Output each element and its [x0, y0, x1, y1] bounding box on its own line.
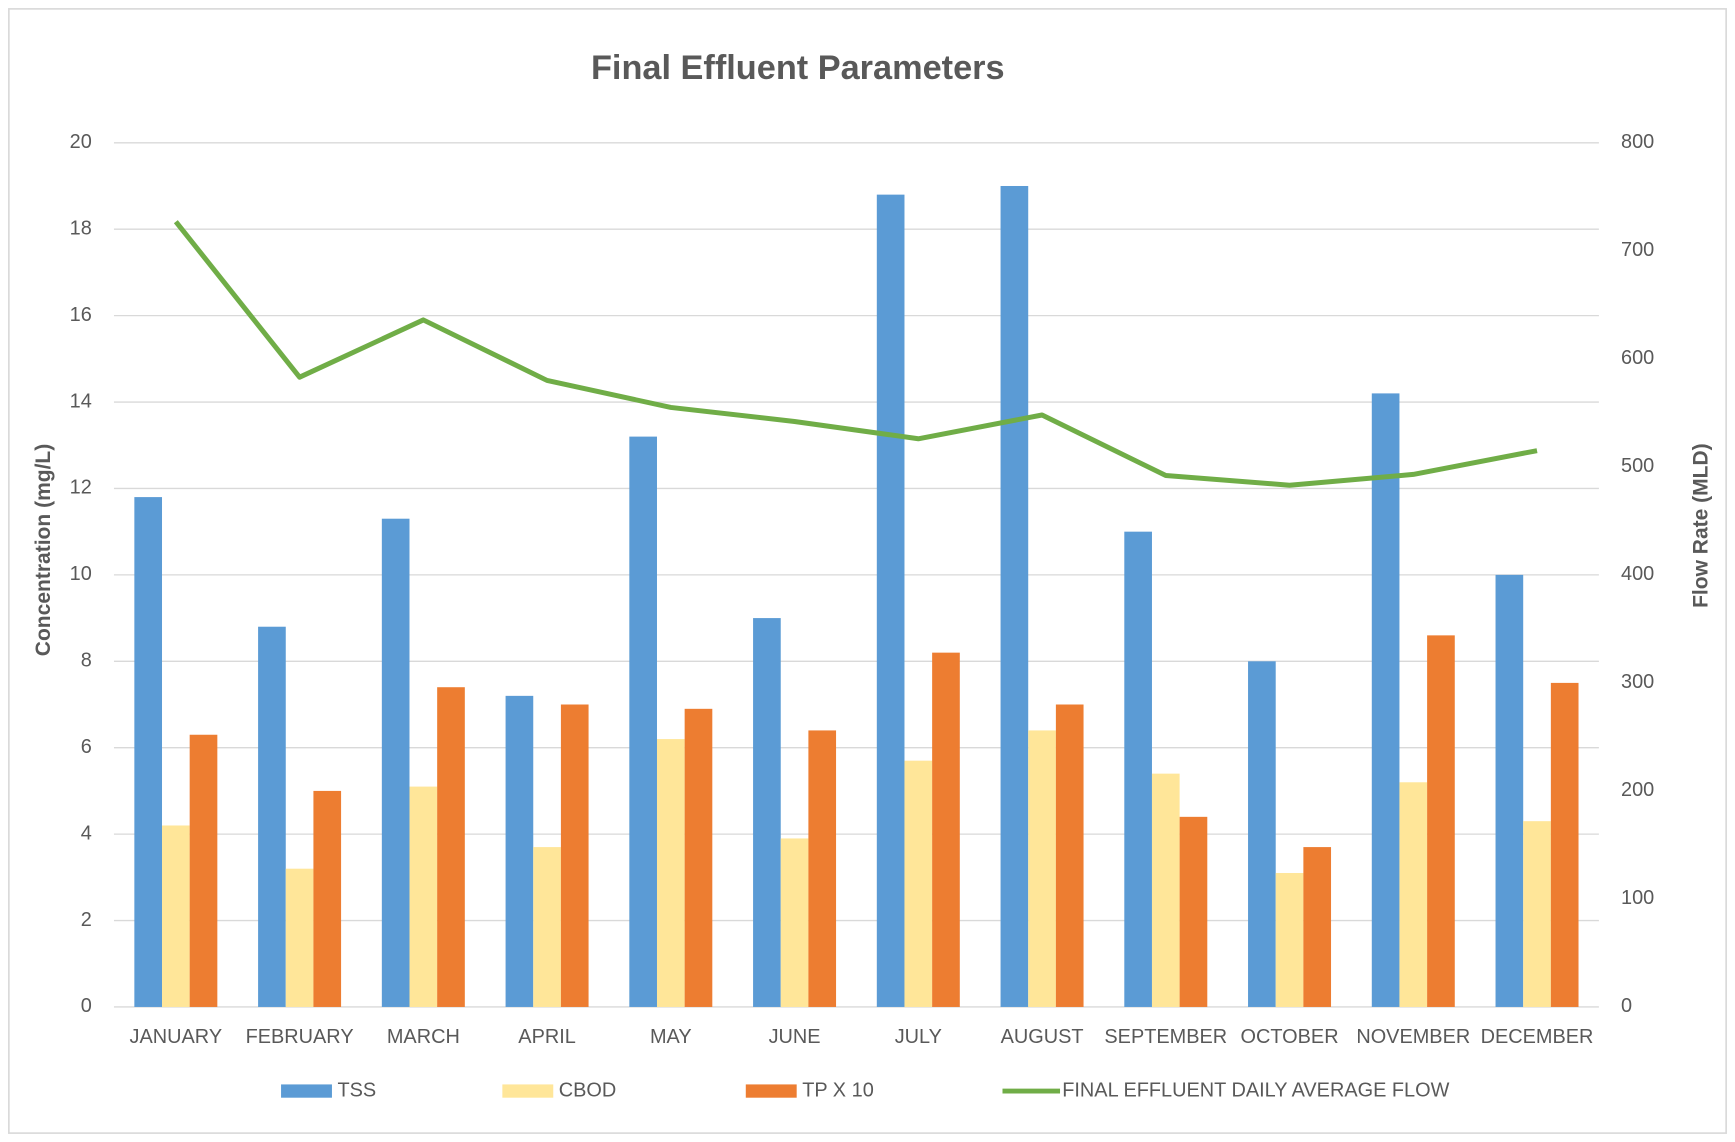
y2-axis-title: Flow Rate (MLD)	[1689, 443, 1712, 608]
bar	[808, 730, 837, 1007]
legend-label: TP X 10	[802, 1079, 874, 1101]
bar	[1303, 847, 1332, 1007]
bar	[162, 825, 190, 1007]
y2-tick-label: 800	[1621, 131, 1654, 153]
legend-swatch	[745, 1084, 797, 1098]
bar	[381, 518, 410, 1007]
y-tick-label: 8	[81, 650, 92, 672]
y2-tick-label: 0	[1621, 995, 1632, 1017]
bar	[1550, 682, 1579, 1007]
y-tick-label: 10	[70, 563, 92, 585]
y2-tick-label: 100	[1621, 887, 1654, 909]
y-tick-label: 2	[81, 909, 92, 931]
legend-label: FINAL EFFLUENT DAILY AVERAGE FLOW	[1062, 1079, 1449, 1101]
y-tick-label: 14	[70, 390, 92, 412]
bar	[753, 618, 781, 1007]
y-tick-label: 4	[81, 822, 92, 844]
bar	[1523, 821, 1551, 1007]
bar	[285, 868, 314, 1007]
x-tick-label: APRIL	[518, 1026, 576, 1048]
bar	[134, 497, 163, 1007]
bar	[629, 436, 657, 1007]
bar	[1399, 782, 1428, 1007]
legend-swatch	[281, 1084, 332, 1098]
y-tick-label: 16	[70, 304, 92, 326]
x-tick-label: JULY	[895, 1026, 942, 1048]
y2-tick-label: 600	[1621, 347, 1654, 369]
bar	[1124, 531, 1152, 1007]
legend-swatch	[502, 1084, 554, 1098]
bar	[904, 760, 933, 1007]
bar	[1028, 730, 1056, 1007]
bar	[313, 790, 342, 1007]
y-tick-label: 12	[70, 477, 92, 499]
bar	[1248, 661, 1276, 1007]
bar	[437, 687, 465, 1007]
x-tick-label: DECEMBER	[1481, 1026, 1594, 1048]
y-tick-label: 0	[81, 995, 92, 1017]
y2-tick-label: 400	[1621, 563, 1654, 585]
bar	[258, 626, 286, 1007]
line	[173, 220, 1538, 488]
y-axis-title: Concentration (mg/L)	[32, 444, 55, 656]
bar	[533, 847, 561, 1007]
x-tick-label: JUNE	[769, 1026, 821, 1048]
bar	[1371, 393, 1400, 1007]
x-tick-label: SEPTEMBER	[1104, 1026, 1227, 1048]
bar	[1179, 816, 1208, 1007]
x-tick-label: FEBRUARY	[246, 1026, 354, 1048]
bar	[1495, 574, 1524, 1007]
bar	[560, 704, 589, 1007]
x-tick-label: AUGUST	[1001, 1026, 1084, 1048]
y-tick-label: 6	[81, 736, 92, 758]
x-tick-label: OCTOBER	[1241, 1026, 1339, 1048]
y2-tick-label: 700	[1621, 239, 1654, 261]
bar	[1055, 704, 1084, 1007]
bar	[932, 652, 960, 1007]
bar	[684, 708, 713, 1007]
y2-tick-label: 200	[1621, 779, 1654, 801]
bar	[780, 838, 809, 1007]
bar	[1427, 635, 1455, 1007]
bar	[505, 695, 534, 1007]
y2-tick-label: 500	[1621, 455, 1654, 477]
y2-tick-label: 300	[1621, 671, 1654, 693]
bar	[1000, 185, 1029, 1007]
x-tick-label: NOVEMBER	[1356, 1026, 1470, 1048]
bar	[409, 786, 438, 1007]
bar	[189, 734, 218, 1007]
legend-label: TSS	[337, 1079, 376, 1101]
x-tick-label: MAY	[650, 1026, 692, 1048]
y-tick-label: 18	[70, 217, 92, 239]
x-tick-label: MARCH	[387, 1026, 460, 1048]
bar	[876, 194, 905, 1007]
y-tick-label: 20	[70, 131, 92, 153]
bar	[1275, 873, 1304, 1007]
bar	[1151, 773, 1180, 1007]
legend-label: CBOD	[559, 1079, 617, 1101]
x-tick-label: JANUARY	[130, 1026, 223, 1048]
chart-title: Final Effluent Parameters	[591, 49, 1005, 87]
bar	[656, 739, 685, 1007]
